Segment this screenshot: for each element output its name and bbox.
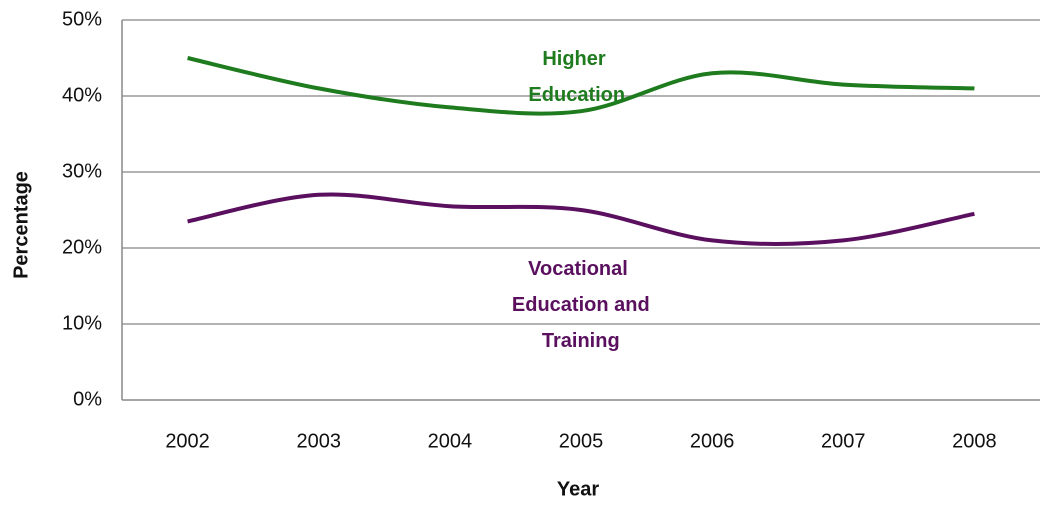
x-tick-label: 2006 <box>690 430 735 452</box>
y-tick-label: 50% <box>62 8 102 30</box>
y-tick-label: 10% <box>62 312 102 334</box>
x-tick-label: 2007 <box>821 430 866 452</box>
x-tick-label: 2004 <box>428 430 473 452</box>
y-tick-label: 0% <box>73 388 102 410</box>
y-axis-label: Percentage <box>10 171 32 279</box>
y-tick-label: 30% <box>62 160 102 182</box>
y-tick-label: 20% <box>62 236 102 258</box>
x-axis-label: Year <box>557 478 599 500</box>
x-tick-label: 2008 <box>952 430 997 452</box>
x-tick-label: 2003 <box>296 430 341 452</box>
line-series <box>187 56 975 116</box>
y-tick-label: 40% <box>62 84 102 106</box>
series-label: Vocational Education and Training <box>506 258 649 352</box>
x-tick-label: 2005 <box>559 430 604 452</box>
line-series <box>187 192 975 246</box>
x-tick-label: 2002 <box>165 430 210 452</box>
series-label: Higher Education <box>523 48 625 106</box>
